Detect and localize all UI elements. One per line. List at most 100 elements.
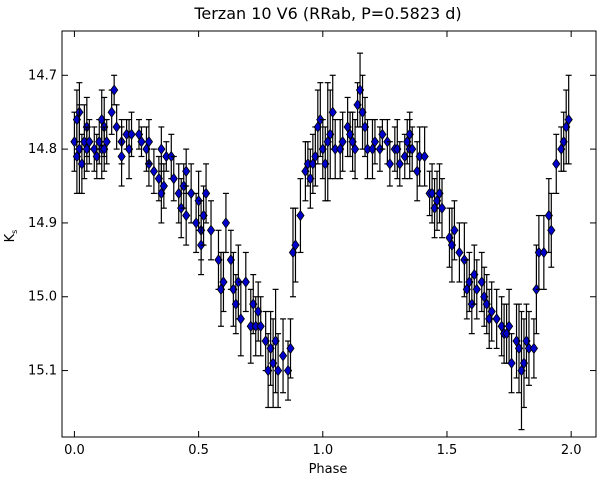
data-point: [296, 178, 305, 254]
diamond-marker: [157, 143, 166, 155]
diamond-marker: [492, 313, 501, 325]
x-tick-label: 1.5: [437, 443, 458, 458]
data-point: [455, 222, 464, 283]
diamond-marker: [378, 128, 387, 141]
data-point: [144, 118, 154, 165]
diamond-marker: [201, 187, 211, 200]
diamond-marker: [408, 143, 417, 155]
diamond-marker: [241, 276, 250, 288]
diamond-marker: [110, 84, 119, 96]
diamond-marker: [564, 113, 573, 126]
data-point: [539, 214, 548, 290]
y-axis: 14.7 14.8 14.9 15.0 15.1: [28, 68, 596, 379]
diamond-marker: [219, 276, 228, 288]
data-point: [524, 310, 534, 386]
diamond-marker: [85, 136, 94, 148]
diamond-marker: [291, 239, 300, 251]
y-axis-label-main: K: [3, 233, 18, 242]
diamond-marker: [286, 342, 295, 355]
plot-frame: [61, 30, 597, 438]
data-point: [137, 126, 146, 158]
data-point: [127, 111, 136, 158]
diamond-marker: [256, 320, 265, 332]
data-points: [70, 52, 573, 431]
diamond-marker: [472, 283, 481, 296]
diamond-marker: [182, 209, 191, 222]
y-axis-label-group: Ks: [3, 230, 19, 243]
diamond-marker: [169, 172, 178, 185]
data-point: [246, 288, 255, 364]
diamond-marker: [539, 246, 548, 259]
data-point: [385, 141, 394, 187]
data-point: [286, 318, 295, 379]
y-tick-label: 15.0: [28, 290, 57, 305]
diamond-marker: [149, 165, 158, 177]
data-point: [254, 281, 263, 342]
diamond-marker: [107, 106, 116, 118]
x-tick-label: 2.0: [561, 443, 582, 458]
data-point: [338, 111, 347, 172]
y-tick-label: 15.1: [28, 364, 57, 379]
data-point: [350, 118, 360, 180]
x-tick-label: 0.0: [64, 443, 85, 458]
data-point: [112, 104, 121, 150]
data-point: [283, 340, 293, 401]
diamond-marker: [450, 224, 459, 236]
data-point: [552, 133, 561, 194]
diamond-marker: [144, 136, 154, 148]
y-axis-label: Ks: [3, 230, 19, 243]
data-point: [229, 251, 238, 327]
data-point: [497, 296, 506, 357]
chart-title: Terzan 10 V6 (RRab, P=0.5823 d): [193, 4, 461, 23]
y-axis-label-subscript: s: [10, 230, 19, 234]
diamond-marker: [187, 187, 196, 200]
x-tick-label: 0.5: [188, 443, 209, 458]
data-point: [182, 185, 191, 246]
data-point: [544, 178, 553, 254]
diamond-marker: [206, 224, 216, 236]
x-axis-label: Phase: [309, 462, 348, 477]
y-tick-label: 14.8: [28, 142, 57, 157]
diamond-marker: [455, 246, 464, 259]
data-point: [256, 296, 265, 357]
data-point: [77, 133, 86, 194]
diamond-marker: [127, 128, 136, 141]
x-tick-label: 1.0: [312, 443, 333, 458]
y-tick-label: 14.7: [28, 68, 57, 83]
data-point: [470, 244, 479, 305]
data-point: [318, 118, 327, 180]
diamond-marker: [350, 143, 360, 155]
data-point: [241, 251, 250, 313]
diamond-marker: [328, 106, 337, 118]
data-point: [221, 192, 231, 254]
data-point: [517, 310, 526, 431]
data-point: [492, 288, 501, 350]
data-point: [206, 200, 216, 261]
data-point: [169, 155, 178, 202]
diamond-marker: [221, 217, 231, 229]
data-point: [435, 163, 444, 224]
data-point: [85, 118, 94, 165]
data-point: [472, 259, 481, 320]
data-point: [450, 200, 459, 261]
data-point: [291, 207, 300, 283]
data-point: [437, 178, 447, 239]
data-point: [395, 141, 404, 187]
diamond-marker: [278, 350, 288, 362]
diamond-marker: [117, 150, 126, 163]
diamond-marker: [338, 136, 347, 148]
data-point: [271, 288, 280, 394]
diamond-marker: [529, 342, 538, 355]
data-point: [487, 281, 496, 342]
diamond-marker: [504, 320, 514, 332]
data-point: [117, 126, 126, 187]
data-point: [107, 89, 116, 135]
diamond-marker: [296, 209, 305, 222]
diamond-marker: [137, 136, 146, 148]
data-point: [328, 74, 337, 150]
data-point: [564, 74, 573, 165]
data-point: [80, 104, 89, 180]
diamond-marker: [420, 150, 429, 163]
diamond-marker: [273, 364, 283, 377]
diamond-marker: [370, 136, 380, 148]
